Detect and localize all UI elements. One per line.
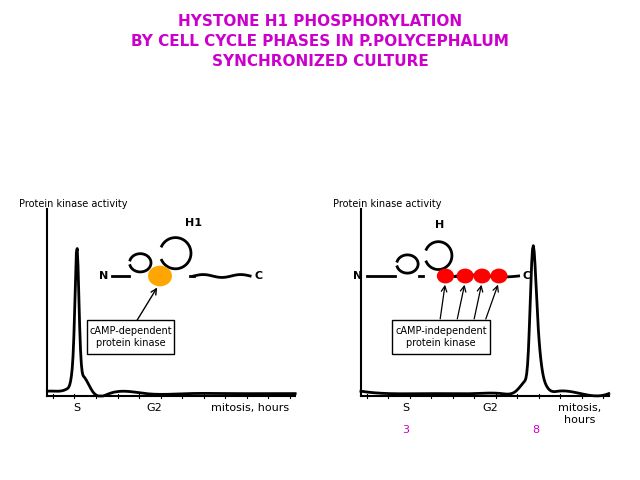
Circle shape bbox=[491, 269, 507, 283]
Circle shape bbox=[474, 269, 490, 283]
Circle shape bbox=[457, 269, 473, 283]
FancyBboxPatch shape bbox=[392, 321, 490, 354]
Text: Protein kinase activity: Protein kinase activity bbox=[333, 199, 442, 209]
Text: H: H bbox=[435, 220, 444, 230]
Text: mitosis, hours: mitosis, hours bbox=[211, 403, 289, 413]
Text: G2: G2 bbox=[483, 403, 499, 413]
Text: N: N bbox=[353, 271, 362, 281]
Text: S: S bbox=[74, 403, 81, 413]
Text: N: N bbox=[99, 271, 108, 281]
Text: cAMP-independent
protein kinase: cAMP-independent protein kinase bbox=[396, 326, 487, 348]
Text: cAMP-dependent
protein kinase: cAMP-dependent protein kinase bbox=[89, 326, 172, 348]
Text: H1: H1 bbox=[186, 218, 202, 228]
Text: 3: 3 bbox=[403, 425, 410, 434]
Text: 8: 8 bbox=[532, 425, 539, 434]
Text: HYSTONE H1 PHOSPHORYLATION
BY CELL CYCLE PHASES IN P.POLYCEPHALUM
SYNCHRONIZED C: HYSTONE H1 PHOSPHORYLATION BY CELL CYCLE… bbox=[131, 14, 509, 69]
Text: G2: G2 bbox=[147, 403, 163, 413]
Text: Protein kinase activity: Protein kinase activity bbox=[19, 199, 128, 209]
Circle shape bbox=[438, 269, 453, 283]
FancyBboxPatch shape bbox=[87, 321, 174, 354]
Text: S: S bbox=[403, 403, 410, 413]
Text: C: C bbox=[523, 271, 531, 281]
Text: C: C bbox=[254, 271, 262, 281]
Text: hours: hours bbox=[563, 415, 595, 425]
Text: mitosis,: mitosis, bbox=[557, 403, 601, 413]
Circle shape bbox=[148, 266, 172, 286]
